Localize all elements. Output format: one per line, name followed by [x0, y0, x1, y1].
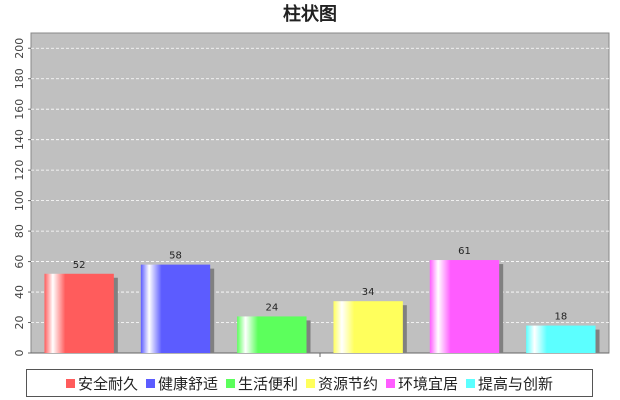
y-tick-label: 60	[13, 255, 26, 269]
legend-label: 资源节约	[318, 374, 379, 393]
y-tick-label: 200	[13, 38, 26, 59]
legend-item: 提高与创新	[466, 373, 553, 394]
legend-label: 提高与创新	[478, 374, 554, 393]
bar	[237, 316, 307, 353]
y-tick-label: 0	[13, 350, 26, 357]
bar	[44, 273, 114, 353]
legend-item: 资源节约	[306, 373, 378, 394]
y-tick-label: 100	[13, 190, 26, 211]
bar-value-label: 61	[458, 246, 471, 257]
bar-value-label: 58	[169, 251, 182, 262]
bar-value-label: 18	[554, 312, 567, 323]
legend-item: 安全耐久	[65, 373, 138, 394]
legend-label: 环境宜居	[398, 374, 459, 393]
bar-chart: 柱状图 0 20 40 60 80 100 120 140 160 180 200 52 58 24 34 6…	[13, 3, 610, 357]
legend-item: 环境宜居	[386, 373, 458, 394]
bar	[526, 325, 596, 353]
legend-label: 生活便利	[237, 374, 298, 393]
y-tick-label: 120	[13, 160, 26, 181]
legend-swatch	[145, 378, 155, 388]
plot-background	[30, 32, 610, 354]
legend: 安全耐久 健康舒适 生活便利 资源节约 环境宜居 提高与创新	[26, 369, 593, 397]
bar	[429, 260, 500, 353]
bar-value-label: 34	[362, 287, 375, 298]
legend-item: 健康舒适	[145, 373, 218, 394]
y-tick-label: 140	[13, 129, 26, 150]
y-tick-label: 180	[13, 68, 26, 89]
bar	[333, 301, 403, 353]
legend-swatch	[225, 378, 235, 388]
plot-area: 0 20 40 60 80 100 120 140 160 180 200 52 58 24 34 61 18	[13, 32, 610, 357]
y-tick-label: 20	[13, 316, 26, 330]
bar-value-label: 24	[265, 302, 278, 313]
bar-value-label: 52	[73, 260, 86, 271]
legend-label: 健康舒适	[157, 374, 218, 393]
legend-swatch	[306, 378, 315, 388]
legend-label: 安全耐久	[77, 374, 138, 393]
y-tick-label: 160	[13, 99, 26, 120]
y-tick-label: 40	[13, 285, 26, 299]
legend-swatch	[65, 378, 75, 388]
chart-title: 柱状图	[283, 3, 337, 25]
y-tick-label: 80	[13, 224, 26, 238]
bar	[140, 264, 211, 353]
legend-swatch	[386, 378, 396, 388]
legend-item: 生活便利	[225, 373, 298, 394]
legend-swatch	[466, 378, 476, 388]
